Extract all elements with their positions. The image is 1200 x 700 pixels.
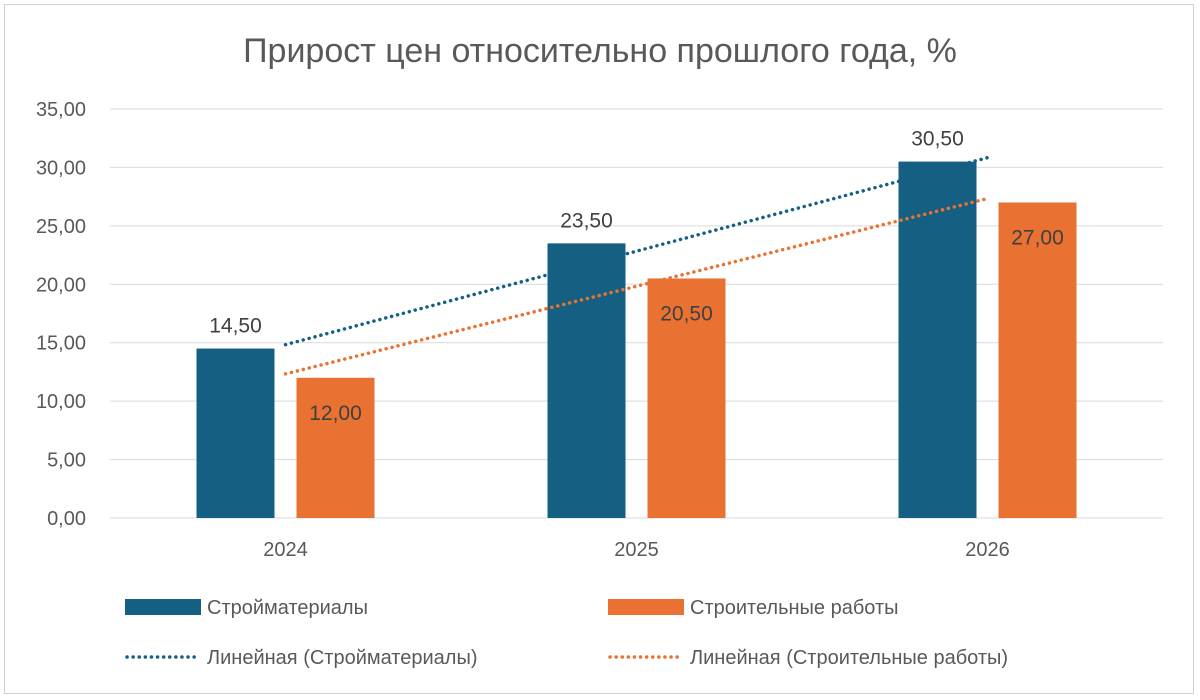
y-tick-label: 15,00: [36, 333, 86, 355]
y-tick-label: 0,00: [47, 508, 86, 530]
bar-materials: [898, 161, 977, 519]
bar-works: [998, 202, 1077, 518]
data-label: 30,50: [911, 128, 964, 151]
data-label: 23,50: [560, 209, 613, 232]
y-tick-label: 5,00: [47, 450, 86, 472]
x-tick-label: 2024: [263, 539, 308, 561]
data-label: 14,50: [209, 315, 262, 338]
legend-swatch: [125, 599, 201, 615]
data-label: 20,50: [660, 302, 713, 325]
trendline: [283, 196, 990, 376]
x-tick-label: 2025: [614, 539, 659, 561]
legend-swatch: [608, 599, 684, 615]
bar-works: [296, 377, 375, 518]
y-tick-label: 10,00: [36, 391, 86, 413]
trendline: [283, 155, 990, 347]
y-tick-label: 20,00: [36, 274, 86, 296]
x-tick-label: 2026: [965, 539, 1010, 561]
legend-label: Линейная (Стройматериалы): [207, 647, 478, 669]
y-tick-label: 35,00: [36, 99, 86, 121]
data-label: 27,00: [1011, 226, 1064, 249]
y-tick-label: 30,00: [36, 157, 86, 179]
y-tick-label: 25,00: [36, 216, 86, 238]
bar-works: [647, 278, 726, 518]
chart-title: Прирост цен относительно прошлого года, …: [243, 32, 957, 70]
bar-materials: [196, 348, 275, 518]
legend-label: Строительные работы: [690, 597, 899, 619]
legend-label: Линейная (Строительные работы): [690, 647, 1008, 669]
data-label: 12,00: [309, 402, 362, 425]
chart-frame: [4, 4, 1194, 694]
bar-materials: [547, 243, 626, 518]
legend-label: Стройматериалы: [207, 597, 368, 619]
